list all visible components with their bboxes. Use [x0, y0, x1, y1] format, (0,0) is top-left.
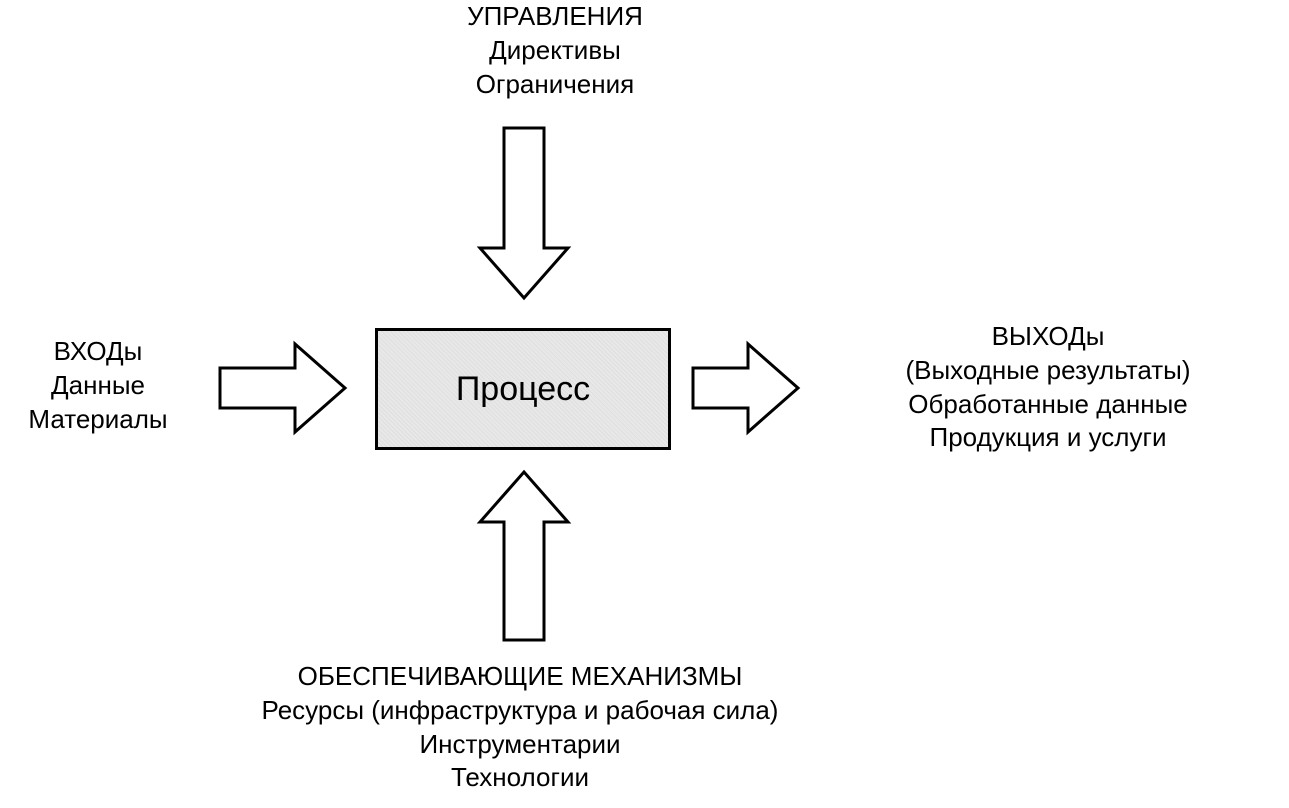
- mechanisms-label: ОБЕСПЕЧИВАЮЩИЕ МЕХАНИЗМЫ Ресурсы (инфрас…: [240, 660, 800, 795]
- idef0-process-diagram: УПРАВЛЕНИЯ Директивы Ограничения ВХОДы Д…: [0, 0, 1289, 808]
- outputs-line1: (Выходные результаты): [808, 354, 1288, 388]
- mechanisms-line3: Технологии: [240, 761, 800, 795]
- inputs-title: ВХОДы: [0, 335, 196, 369]
- outputs-label: ВЫХОДы (Выходные результаты) Обработанны…: [808, 320, 1288, 455]
- controls-line1: Директивы: [415, 34, 695, 68]
- process-label: Процесс: [456, 370, 590, 409]
- mechanisms-title: ОБЕСПЕЧИВАЮЩИЕ МЕХАНИЗМЫ: [240, 660, 800, 694]
- controls-title: УПРАВЛЕНИЯ: [415, 0, 695, 34]
- inputs-line1: Данные: [0, 369, 196, 403]
- mechanisms-line1: Ресурсы (инфраструктура и рабочая сила): [240, 694, 800, 728]
- arrow-down-icon: [480, 128, 568, 308]
- arrow-up-icon: [480, 472, 568, 642]
- inputs-label: ВХОДы Данные Материалы: [0, 335, 196, 436]
- outputs-line3: Продукция и услуги: [808, 421, 1288, 455]
- inputs-line2: Материалы: [0, 403, 196, 437]
- process-box: Процесс: [375, 328, 671, 450]
- arrow-right-output-icon: [693, 344, 803, 432]
- outputs-title: ВЫХОДы: [808, 320, 1288, 354]
- controls-label: УПРАВЛЕНИЯ Директивы Ограничения: [415, 0, 695, 101]
- outputs-line2: Обработанные данные: [808, 388, 1288, 422]
- controls-line2: Ограничения: [415, 68, 695, 102]
- arrow-right-icon: [220, 344, 350, 432]
- mechanisms-line2: Инструментарии: [240, 728, 800, 762]
